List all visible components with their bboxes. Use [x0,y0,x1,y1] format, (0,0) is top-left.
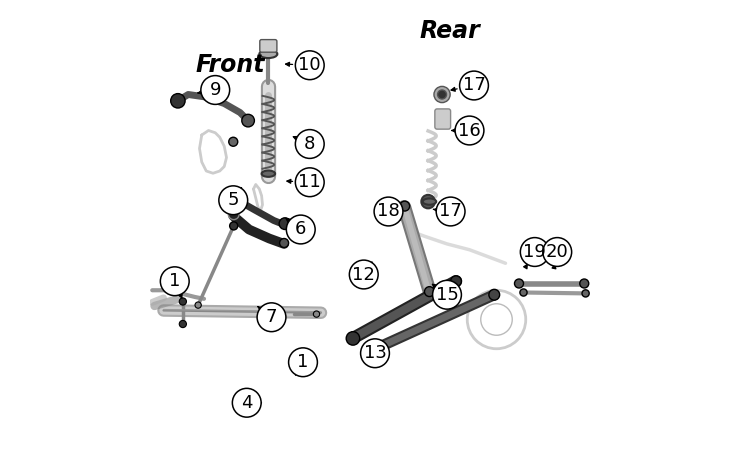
Ellipse shape [260,50,278,58]
Circle shape [424,287,434,297]
Text: 12: 12 [352,266,375,284]
Text: 1: 1 [169,272,181,290]
Circle shape [400,201,410,211]
FancyBboxPatch shape [260,40,277,52]
Text: 19: 19 [524,243,546,261]
Text: 4: 4 [241,394,253,412]
Text: 6: 6 [295,220,307,238]
Circle shape [582,290,590,297]
Text: 8: 8 [304,135,316,153]
Circle shape [460,71,488,100]
Circle shape [286,215,315,244]
Circle shape [219,186,248,215]
Circle shape [434,86,450,103]
Circle shape [257,303,286,332]
Text: 5: 5 [227,191,239,209]
Circle shape [374,197,403,226]
Circle shape [514,279,523,288]
Circle shape [280,238,289,248]
Circle shape [361,339,389,368]
Circle shape [171,94,185,108]
Circle shape [437,90,446,99]
Text: 18: 18 [377,202,400,220]
Text: 11: 11 [298,173,321,191]
Text: 17: 17 [440,202,462,220]
Circle shape [160,267,189,296]
Text: 20: 20 [546,243,568,261]
Circle shape [314,311,320,317]
Circle shape [232,388,261,417]
Text: 10: 10 [298,56,321,74]
Circle shape [207,91,219,103]
Text: 1: 1 [297,353,309,371]
Circle shape [346,332,360,345]
Circle shape [229,137,238,146]
Text: Rear: Rear [420,19,481,44]
Circle shape [279,218,291,230]
Circle shape [520,238,549,266]
Circle shape [289,348,317,377]
Circle shape [350,260,378,289]
Circle shape [451,276,461,287]
Circle shape [455,116,484,145]
Circle shape [195,302,201,308]
Text: 16: 16 [458,122,481,140]
Circle shape [242,114,254,127]
Circle shape [201,76,229,104]
Circle shape [433,280,461,309]
Circle shape [543,238,572,266]
Text: 9: 9 [209,81,221,99]
Circle shape [230,222,238,230]
Text: 15: 15 [436,286,458,304]
Circle shape [422,195,435,208]
Circle shape [179,298,187,305]
Circle shape [489,289,500,300]
Circle shape [296,51,324,80]
Circle shape [296,168,324,197]
Circle shape [520,289,527,296]
Ellipse shape [262,171,275,177]
Circle shape [179,320,187,328]
Text: 13: 13 [364,344,386,362]
Ellipse shape [423,198,436,205]
Circle shape [228,209,239,220]
Circle shape [436,197,465,226]
FancyBboxPatch shape [435,109,451,129]
Circle shape [580,279,589,288]
Circle shape [365,345,376,357]
Text: Front: Front [195,53,265,77]
Text: 17: 17 [463,76,485,94]
Circle shape [296,130,324,158]
Text: 7: 7 [266,308,278,326]
